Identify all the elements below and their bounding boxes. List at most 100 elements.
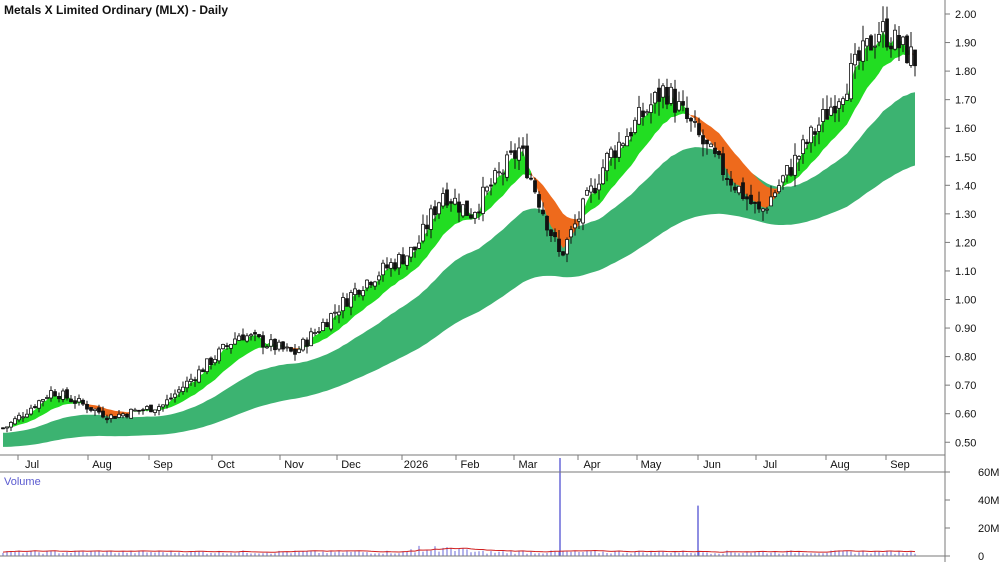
short-term-ma-band-segment xyxy=(639,117,643,154)
candle-body xyxy=(217,348,221,362)
candle-body xyxy=(49,390,53,399)
candle-body xyxy=(769,196,773,207)
candle-body xyxy=(437,202,441,215)
short-term-ma-band-segment xyxy=(591,193,595,210)
candle-body xyxy=(421,223,425,242)
y-tick-label: 0.50 xyxy=(955,437,976,449)
candle-body xyxy=(145,406,149,410)
candle-body xyxy=(21,416,25,419)
candle-body xyxy=(669,86,673,104)
short-term-ma-band-segment xyxy=(487,189,491,211)
y-tick-label: 1.60 xyxy=(955,123,976,135)
candle-body xyxy=(201,369,205,373)
candle-body xyxy=(269,339,273,347)
short-term-ma-band-segment xyxy=(631,129,635,166)
candle-body xyxy=(661,85,665,98)
candle-body xyxy=(285,346,289,349)
candle-body xyxy=(193,379,197,382)
candle-body xyxy=(273,338,277,351)
candle-body xyxy=(581,198,585,224)
short-term-ma-band-segment xyxy=(443,201,447,235)
x-tick-label: Sep xyxy=(153,459,173,471)
candle-body xyxy=(317,330,321,333)
volume-tick-label: 20M xyxy=(978,523,999,535)
short-term-ma-band-segment xyxy=(559,207,563,249)
x-tick-label: Feb xyxy=(461,459,480,471)
candle-body xyxy=(233,338,237,345)
candle-body xyxy=(493,170,497,184)
short-term-ma-band-segment xyxy=(799,150,803,177)
short-term-ma-band-segment xyxy=(419,235,423,267)
candle-body xyxy=(549,229,553,236)
candle-body xyxy=(189,378,193,382)
y-tick-label: 2.00 xyxy=(955,9,976,21)
short-term-ma-band-segment xyxy=(255,335,259,350)
short-term-ma-band-segment xyxy=(659,93,663,130)
candle-body xyxy=(497,171,501,174)
short-term-ma-band-segment xyxy=(179,390,183,404)
candle-body xyxy=(689,117,693,122)
candle-body xyxy=(681,101,685,106)
candle-body xyxy=(665,87,669,105)
volume-tick-label: 40M xyxy=(978,495,999,507)
short-term-ma-band-segment xyxy=(603,165,607,201)
candle-body xyxy=(81,399,85,405)
candle-body xyxy=(101,410,105,418)
short-term-ma-band-segment xyxy=(531,171,535,182)
candle-body xyxy=(589,185,593,193)
candle-body xyxy=(53,391,57,397)
candle-body xyxy=(281,341,285,350)
short-term-ma-band-segment xyxy=(371,283,375,304)
short-term-ma-band-segment xyxy=(451,200,455,228)
candle-body xyxy=(241,334,245,341)
candle-body xyxy=(445,189,449,206)
candle-body xyxy=(833,105,837,114)
short-term-ma-band-segment xyxy=(827,113,831,146)
short-term-ma-band-segment xyxy=(387,266,391,291)
candle-body xyxy=(905,35,909,64)
candle-body xyxy=(609,148,613,159)
candle-body xyxy=(565,239,569,255)
candle-body xyxy=(737,185,741,194)
candle-body xyxy=(877,34,881,43)
short-term-ma-band-segment xyxy=(655,101,659,134)
candle-body xyxy=(633,119,637,133)
candle-body xyxy=(673,88,677,113)
short-term-ma-band-segment xyxy=(691,115,695,119)
short-term-ma-band-segment xyxy=(211,362,215,383)
candle-body xyxy=(197,369,201,383)
candle-body xyxy=(853,53,857,66)
candle-body xyxy=(697,123,701,136)
candle-body xyxy=(473,211,477,219)
candle-body xyxy=(825,109,829,120)
candle-body xyxy=(261,335,265,348)
candle-body xyxy=(313,332,317,335)
short-term-ma-band-segment xyxy=(707,124,711,142)
y-tick-label: 1.50 xyxy=(955,152,976,164)
short-term-ma-band-segment xyxy=(703,121,707,140)
candle-body xyxy=(489,184,493,187)
volume-y-ticks: 60M 40M 20M 0 xyxy=(945,467,999,562)
candle-body xyxy=(9,421,13,428)
x-tick-label: Sep xyxy=(890,459,910,471)
candle-body xyxy=(69,398,73,403)
candle-body xyxy=(377,275,381,281)
candle-body xyxy=(237,335,241,341)
short-term-ma-band-segment xyxy=(643,114,647,149)
candle-body xyxy=(773,192,777,197)
candle-body xyxy=(821,109,825,122)
x-tick-label: Oct xyxy=(217,459,234,471)
short-term-ma-band-segment xyxy=(763,183,767,209)
short-term-ma-band-segment xyxy=(511,158,515,186)
candle-body xyxy=(873,45,877,48)
candle-body xyxy=(913,49,917,67)
candle-body xyxy=(13,418,17,425)
candle-body xyxy=(641,110,645,118)
candle-body xyxy=(817,124,821,132)
x-tick-label: Jul xyxy=(763,459,777,471)
candle-body xyxy=(649,104,653,113)
candle-body xyxy=(157,406,161,411)
candle-body xyxy=(349,292,353,308)
candle-body xyxy=(585,189,589,196)
candle-body xyxy=(385,264,389,269)
